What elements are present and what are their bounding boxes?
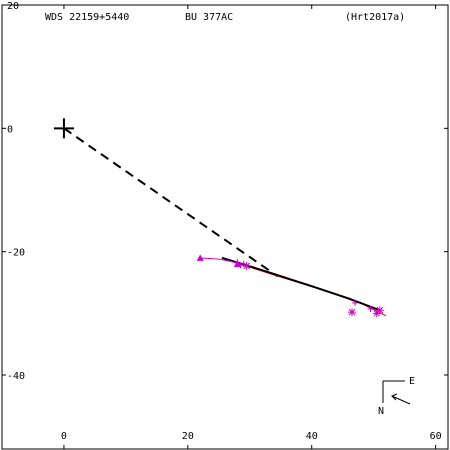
dashed-line [63,127,279,278]
y-tick-label: 0 [7,124,13,135]
compass-north-label: N [378,406,384,417]
triangle-point [196,254,204,261]
y-tick-label: -20 [7,248,25,259]
plus-point [237,262,244,269]
x-tick-label: 40 [306,431,318,442]
motion-arrow-head [391,393,398,401]
plot-border [1,4,449,450]
plus-point [352,299,359,306]
plot-frame [1,4,449,450]
x-tick-label: 60 [430,431,442,442]
orbit-red-line [227,259,387,317]
early-track-line [200,257,238,264]
y-tick-label: -40 [7,371,25,382]
header-discoverer: BU 377AC [185,12,233,23]
asterisk-point [242,261,251,270]
y-tick-label: 20 [7,1,19,12]
x-tick-label: 0 [61,431,67,442]
axis-ticks [2,4,448,449]
motion-arrow-shaft [391,395,411,405]
asterisk-point [372,309,381,318]
x-tick-label: 20 [182,431,194,442]
asterisk-point [375,306,384,315]
data-series [53,118,387,318]
plus-point [367,306,374,313]
header-reference: (Hrt2017a) [345,12,405,23]
compass-east-label: E [409,376,415,387]
header-wds: WDS 22159+5440 [45,12,129,23]
compass: E N [378,376,415,417]
plus-point [234,259,241,266]
asterisk-point [347,308,356,317]
axis-tick-labels: 0 20 40 60 20 0 -20 -40 [7,1,442,442]
